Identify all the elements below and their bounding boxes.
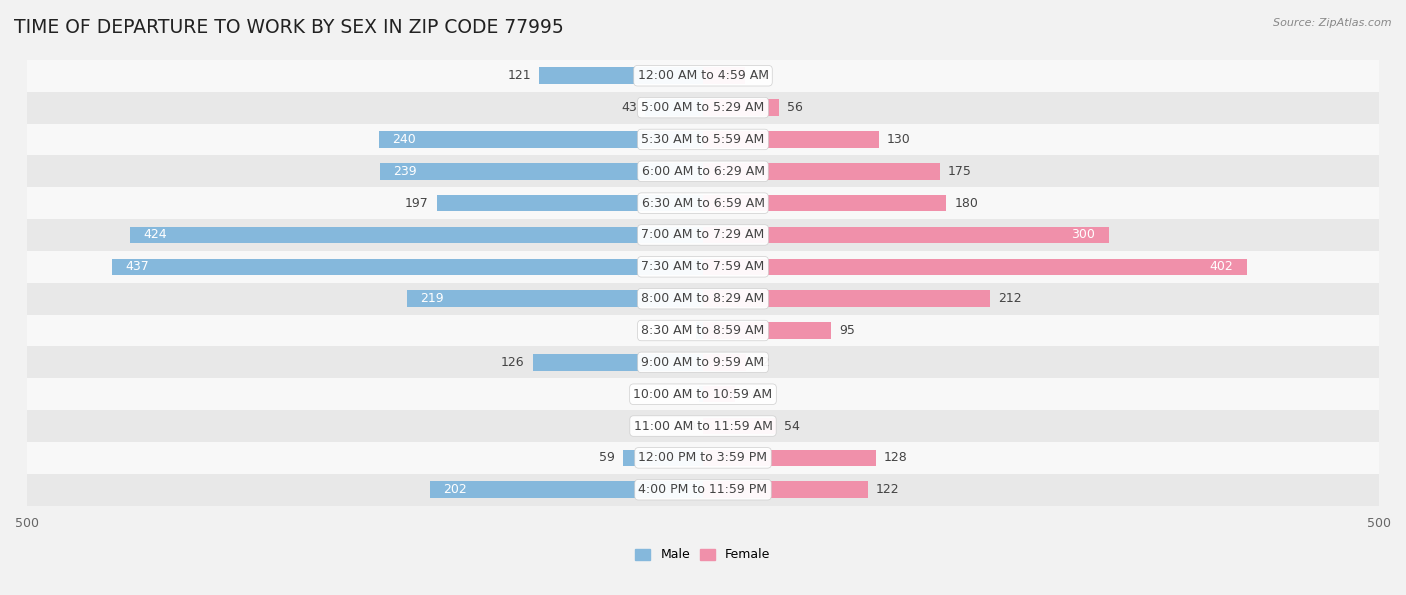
Text: 130: 130	[887, 133, 911, 146]
Text: 128: 128	[884, 452, 908, 464]
Text: 212: 212	[998, 292, 1021, 305]
Bar	[703, 131, 879, 148]
Bar	[112, 259, 703, 275]
Text: 32: 32	[755, 356, 770, 369]
Bar	[430, 481, 703, 498]
Text: 122: 122	[876, 483, 900, 496]
Text: 402: 402	[1209, 261, 1233, 273]
Text: 424: 424	[143, 228, 167, 242]
Bar	[703, 290, 990, 307]
Bar	[703, 322, 831, 339]
Text: 126: 126	[501, 356, 524, 369]
Bar	[703, 481, 868, 498]
Bar	[27, 60, 1379, 92]
Text: 239: 239	[394, 165, 418, 178]
Text: 175: 175	[948, 165, 972, 178]
Text: 437: 437	[125, 261, 149, 273]
Bar	[437, 195, 703, 211]
Bar	[27, 410, 1379, 442]
Text: 8:00 AM to 8:29 AM: 8:00 AM to 8:29 AM	[641, 292, 765, 305]
Text: 3: 3	[683, 388, 690, 400]
Text: 5:30 AM to 5:59 AM: 5:30 AM to 5:59 AM	[641, 133, 765, 146]
Text: 8:30 AM to 8:59 AM: 8:30 AM to 8:59 AM	[641, 324, 765, 337]
Text: 54: 54	[785, 419, 800, 433]
Bar	[703, 195, 946, 211]
Text: 31: 31	[754, 69, 769, 82]
Bar	[645, 99, 703, 116]
Bar	[703, 450, 876, 466]
Text: 59: 59	[599, 452, 614, 464]
Bar	[380, 163, 703, 180]
Text: 300: 300	[1071, 228, 1095, 242]
Text: 12:00 AM to 4:59 AM: 12:00 AM to 4:59 AM	[637, 69, 769, 82]
Bar	[27, 283, 1379, 315]
Text: 56: 56	[787, 101, 803, 114]
Bar	[27, 124, 1379, 155]
Text: 240: 240	[392, 133, 416, 146]
Bar	[27, 346, 1379, 378]
Text: 6:00 AM to 6:29 AM: 6:00 AM to 6:29 AM	[641, 165, 765, 178]
Bar	[378, 131, 703, 148]
Text: 7:30 AM to 7:59 AM: 7:30 AM to 7:59 AM	[641, 261, 765, 273]
Bar	[27, 378, 1379, 410]
Bar	[533, 354, 703, 371]
Text: 202: 202	[443, 483, 467, 496]
Bar	[703, 227, 1108, 243]
Text: 0: 0	[688, 419, 695, 433]
Bar	[696, 322, 703, 339]
Bar	[406, 290, 703, 307]
Bar	[129, 227, 703, 243]
Text: TIME OF DEPARTURE TO WORK BY SEX IN ZIP CODE 77995: TIME OF DEPARTURE TO WORK BY SEX IN ZIP …	[14, 18, 564, 37]
Bar	[703, 259, 1247, 275]
Bar	[27, 92, 1379, 124]
Bar	[703, 67, 745, 84]
Text: 43: 43	[621, 101, 637, 114]
Bar	[27, 442, 1379, 474]
Bar	[703, 354, 747, 371]
Text: 121: 121	[508, 69, 531, 82]
Bar	[703, 418, 776, 434]
Text: 7:00 AM to 7:29 AM: 7:00 AM to 7:29 AM	[641, 228, 765, 242]
Text: 9:00 AM to 9:59 AM: 9:00 AM to 9:59 AM	[641, 356, 765, 369]
Text: 12:00 PM to 3:59 PM: 12:00 PM to 3:59 PM	[638, 452, 768, 464]
Text: 219: 219	[420, 292, 444, 305]
Bar	[703, 386, 735, 402]
Bar	[27, 474, 1379, 506]
Legend: Male, Female: Male, Female	[636, 549, 770, 561]
Text: 5: 5	[681, 324, 688, 337]
Text: 95: 95	[839, 324, 855, 337]
Text: Source: ZipAtlas.com: Source: ZipAtlas.com	[1274, 18, 1392, 28]
Text: 180: 180	[955, 196, 979, 209]
Bar	[27, 251, 1379, 283]
Bar	[703, 163, 939, 180]
Bar	[699, 386, 703, 402]
Bar	[27, 187, 1379, 219]
Text: 5:00 AM to 5:29 AM: 5:00 AM to 5:29 AM	[641, 101, 765, 114]
Text: 6:30 AM to 6:59 AM: 6:30 AM to 6:59 AM	[641, 196, 765, 209]
Bar	[703, 99, 779, 116]
Text: 24: 24	[744, 388, 759, 400]
Bar	[27, 219, 1379, 251]
Bar	[27, 155, 1379, 187]
Text: 11:00 AM to 11:59 AM: 11:00 AM to 11:59 AM	[634, 419, 772, 433]
Text: 197: 197	[405, 196, 429, 209]
Bar	[540, 67, 703, 84]
Bar	[27, 315, 1379, 346]
Text: 10:00 AM to 10:59 AM: 10:00 AM to 10:59 AM	[634, 388, 772, 400]
Text: 4:00 PM to 11:59 PM: 4:00 PM to 11:59 PM	[638, 483, 768, 496]
Bar	[623, 450, 703, 466]
